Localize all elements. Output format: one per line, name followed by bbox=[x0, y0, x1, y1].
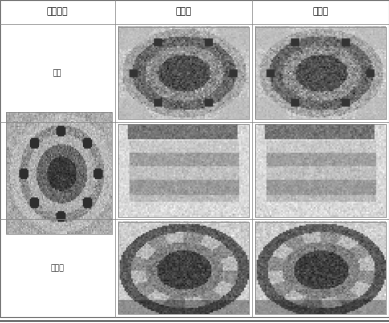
Bar bbox=[118, 124, 249, 216]
Text: 试验样件: 试验样件 bbox=[47, 8, 68, 16]
Bar bbox=[6, 112, 112, 234]
Bar bbox=[118, 27, 249, 119]
Bar bbox=[255, 27, 386, 119]
Bar bbox=[255, 222, 386, 314]
Text: 外圈: 外圈 bbox=[53, 68, 62, 78]
Bar bbox=[255, 124, 386, 216]
Text: 试验后: 试验后 bbox=[312, 8, 328, 16]
Text: 内圈: 内圈 bbox=[53, 166, 62, 175]
Bar bbox=[118, 222, 249, 314]
Text: 试验前: 试验前 bbox=[175, 8, 191, 16]
Text: 滚动体: 滚动体 bbox=[51, 263, 64, 272]
